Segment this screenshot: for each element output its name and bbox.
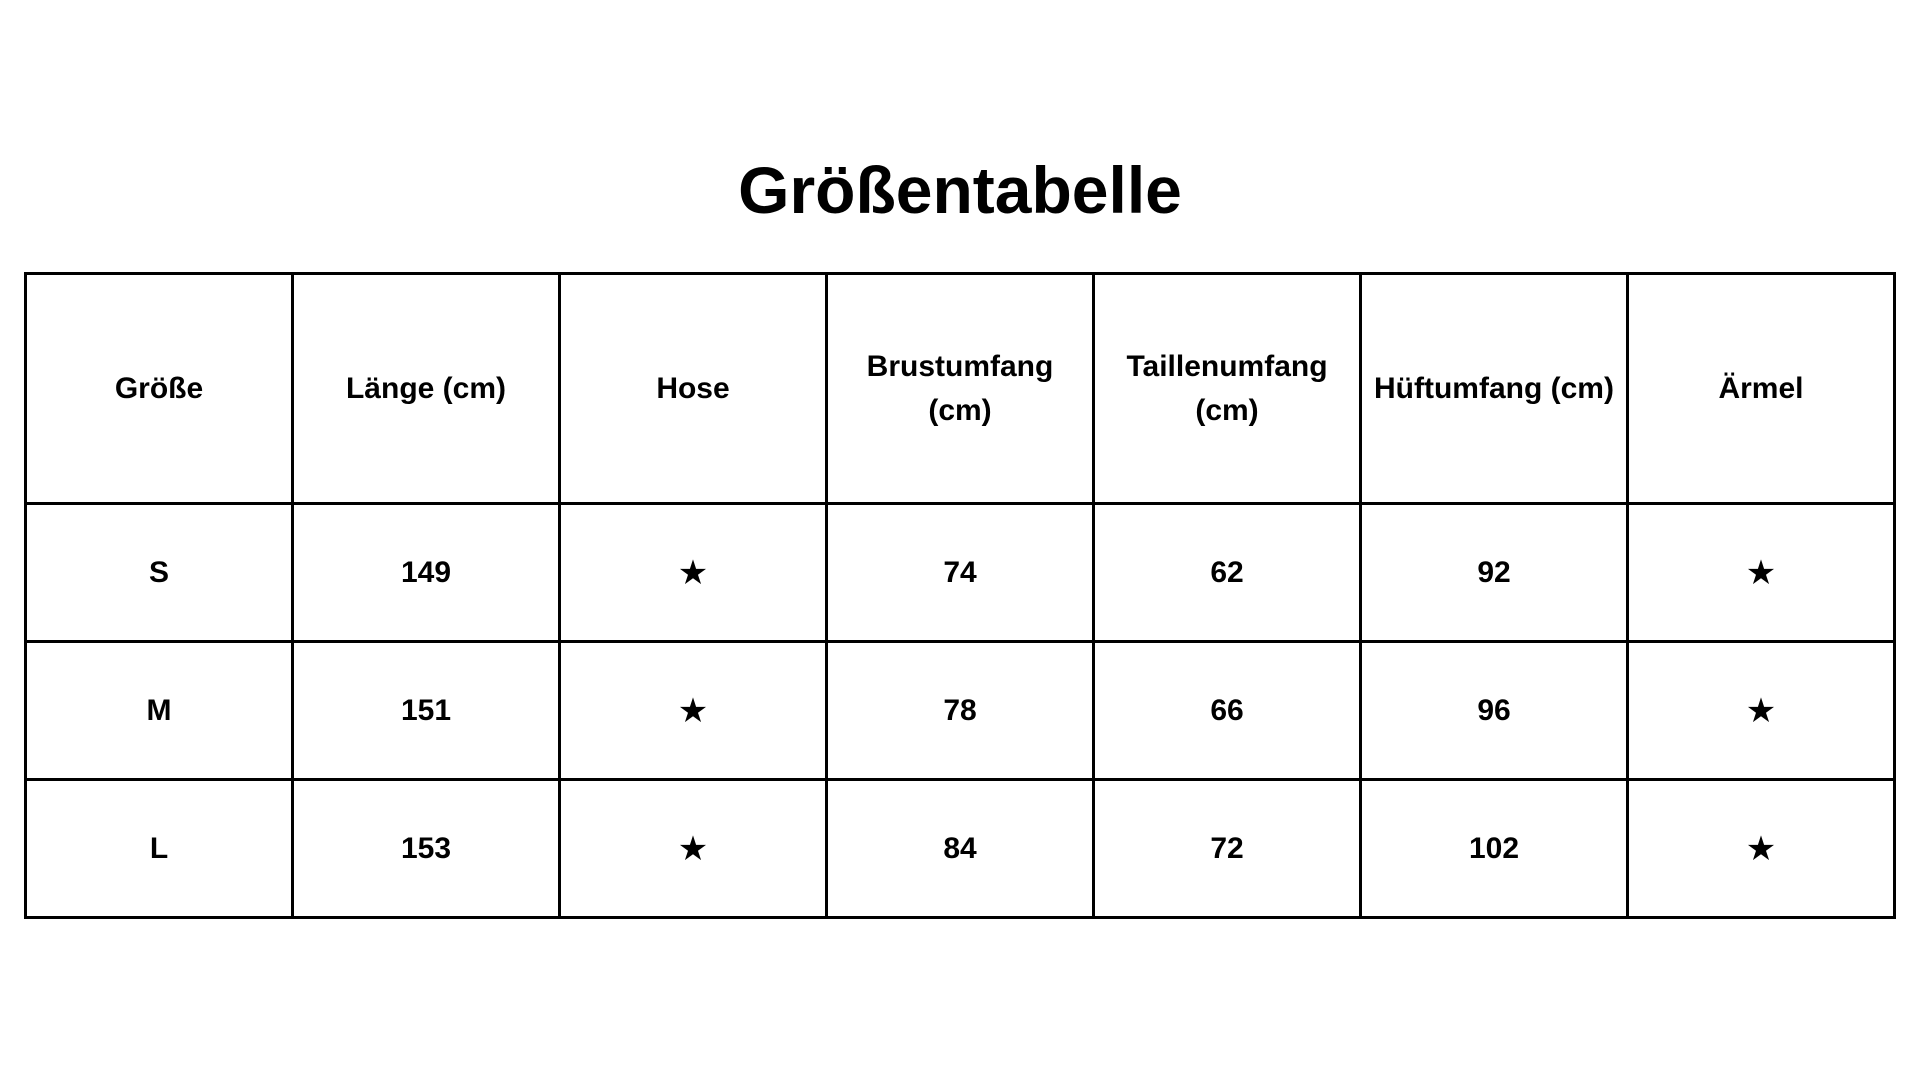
cell-chest: 78	[825, 640, 1095, 781]
cell-size: S	[24, 502, 294, 643]
header-sleeve: Ärmel	[1626, 272, 1896, 505]
star-icon: ★	[558, 778, 828, 919]
star-icon: ★	[1626, 640, 1896, 781]
cell-waist: 72	[1092, 778, 1362, 919]
header-chest: Brustumfang (cm)	[825, 272, 1095, 505]
cell-hip: 92	[1359, 502, 1629, 643]
header-size: Größe	[24, 272, 294, 505]
table-row: S 149 ★ 74 62 92 ★	[24, 502, 1896, 643]
page-title: Größentabelle	[738, 153, 1182, 227]
cell-size: L	[24, 778, 294, 919]
cell-chest: 74	[825, 502, 1095, 643]
cell-length: 151	[291, 640, 561, 781]
table-row: M 151 ★ 78 66 96 ★	[24, 640, 1896, 781]
size-table: Größe Länge (cm) Hose Brustumfang (cm) T…	[24, 272, 1896, 919]
table-header-row: Größe Länge (cm) Hose Brustumfang (cm) T…	[24, 272, 1896, 505]
cell-length: 153	[291, 778, 561, 919]
cell-chest: 84	[825, 778, 1095, 919]
star-icon: ★	[558, 640, 828, 781]
star-icon: ★	[558, 502, 828, 643]
cell-waist: 66	[1092, 640, 1362, 781]
cell-length: 149	[291, 502, 561, 643]
cell-size: M	[24, 640, 294, 781]
cell-hip: 96	[1359, 640, 1629, 781]
header-length: Länge (cm)	[291, 272, 561, 505]
table-row: L 153 ★ 84 72 102 ★	[24, 778, 1896, 919]
header-hip: Hüftumfang (cm)	[1359, 272, 1629, 505]
star-icon: ★	[1626, 502, 1896, 643]
cell-waist: 62	[1092, 502, 1362, 643]
header-waist: Taillenumfang (cm)	[1092, 272, 1362, 505]
star-icon: ★	[1626, 778, 1896, 919]
cell-hip: 102	[1359, 778, 1629, 919]
header-pants: Hose	[558, 272, 828, 505]
